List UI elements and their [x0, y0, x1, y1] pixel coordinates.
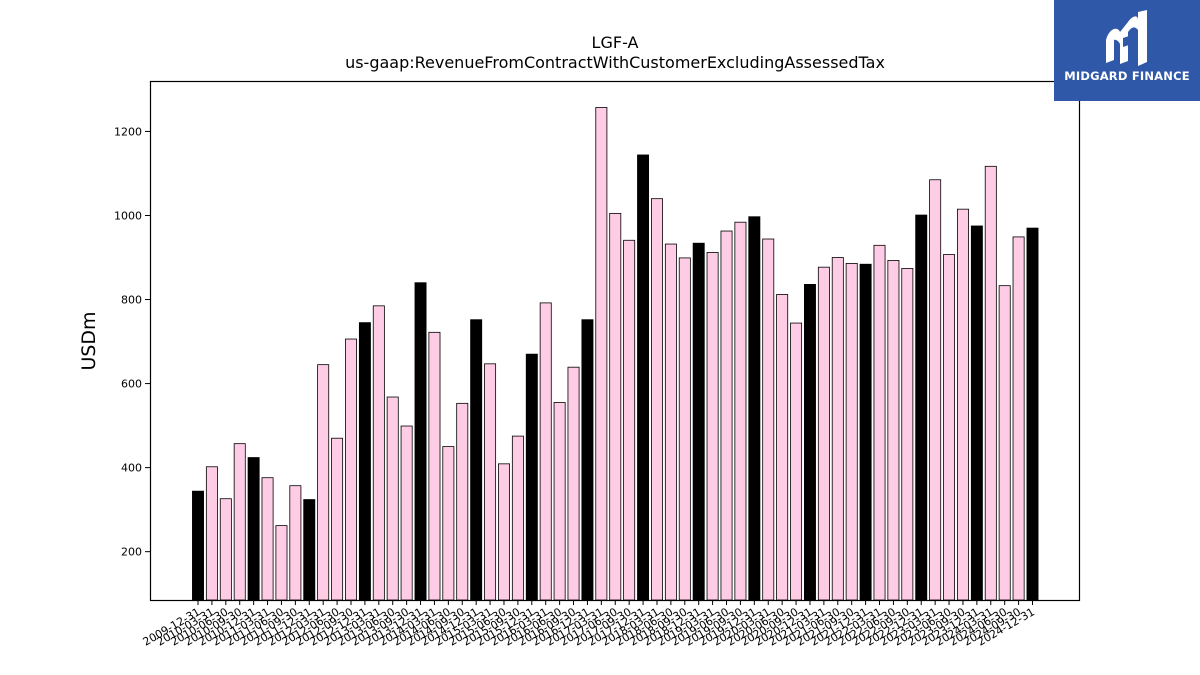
bar — [1026, 227, 1039, 601]
bar — [317, 364, 330, 601]
y-tick-label: 600 — [121, 378, 142, 391]
bar — [720, 230, 733, 601]
x-axis-ticks: 2009-12-312010-03-312010-06-302010-09-30… — [141, 600, 1037, 649]
bar — [790, 322, 803, 601]
bar — [901, 268, 914, 601]
plot-frame — [149, 80, 1081, 602]
bar — [539, 302, 552, 601]
bar — [887, 260, 900, 601]
bar — [831, 257, 844, 601]
bar — [261, 477, 274, 601]
bar — [233, 443, 246, 601]
bar — [748, 216, 761, 601]
bar — [859, 263, 872, 601]
bar — [567, 366, 580, 601]
bar — [637, 154, 650, 601]
bar — [247, 457, 260, 601]
y-tick-label: 400 — [121, 462, 142, 475]
bar — [623, 239, 636, 601]
bar — [817, 266, 830, 601]
bar — [289, 485, 302, 601]
bar — [358, 322, 371, 601]
bar — [595, 107, 608, 601]
midgard-finance-logo: MIDGARD FINANCE — [1054, 0, 1200, 101]
bar — [372, 305, 385, 601]
chart-subtitle: us-gaap:RevenueFromContractWithCustomerE… — [345, 53, 885, 72]
bar — [929, 179, 942, 601]
bar — [804, 283, 816, 601]
bar — [734, 221, 747, 601]
bar — [692, 242, 705, 601]
bar — [678, 257, 691, 601]
bar — [219, 498, 232, 601]
bar — [303, 499, 316, 601]
bar — [470, 319, 483, 601]
bar — [609, 212, 622, 601]
y-tick-label: 800 — [121, 294, 142, 307]
bar — [414, 282, 427, 601]
bar — [706, 252, 719, 601]
y-tick-label: 1200 — [114, 125, 142, 138]
bar — [984, 165, 997, 601]
logo-text: MIDGARD FINANCE — [1064, 69, 1190, 83]
bar — [498, 463, 510, 601]
bar — [525, 353, 538, 601]
bar — [776, 294, 789, 601]
bar — [845, 262, 858, 601]
bar — [956, 208, 969, 601]
bar — [275, 525, 288, 601]
y-axis-ticks: 200 400 600 800 1000 1200 — [114, 125, 150, 559]
chart-title: LGF-A — [592, 33, 639, 52]
bar — [192, 490, 204, 601]
bar — [762, 238, 775, 601]
y-axis-label: USDm — [78, 311, 100, 370]
bar — [651, 198, 663, 601]
bar — [664, 243, 677, 601]
y-tick-label: 1000 — [114, 209, 142, 222]
bar — [970, 225, 983, 601]
bar — [553, 402, 566, 601]
y-tick-label: 200 — [121, 546, 142, 559]
bar — [205, 466, 218, 601]
bar — [998, 285, 1011, 601]
bar — [331, 437, 344, 601]
bar — [511, 435, 524, 601]
bar — [386, 396, 399, 601]
bar — [456, 402, 469, 601]
bar — [442, 446, 455, 601]
bar — [1012, 236, 1025, 601]
bar — [484, 363, 497, 601]
bar — [915, 214, 928, 601]
bars-group — [192, 107, 1039, 601]
midgard-logo-icon — [1106, 10, 1147, 66]
bar — [581, 319, 594, 601]
bar — [345, 338, 357, 601]
bar — [400, 425, 413, 601]
bar — [428, 331, 441, 601]
bar — [943, 254, 956, 601]
bar — [873, 244, 886, 601]
